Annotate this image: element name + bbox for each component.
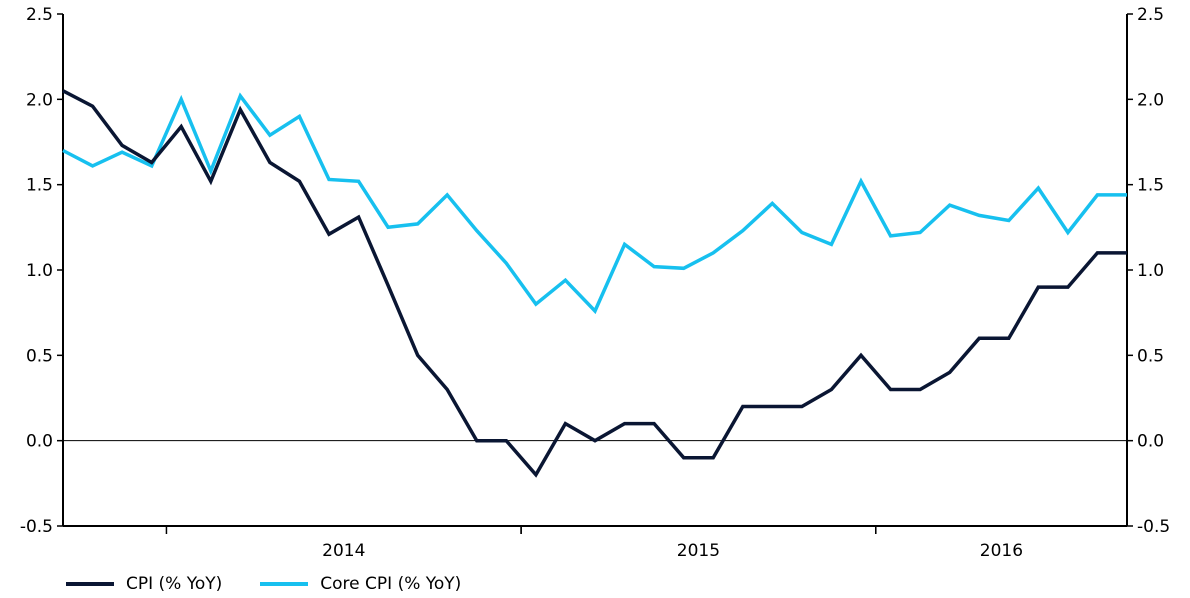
legend-label-cpi: CPI (% YoY) <box>126 574 223 594</box>
line-chart: -0.5 -0.5 0.0 0.0 0.5 0.5 1.0 1.0 1.5 1.5 2.0 2.0 2.… <box>20 5 1170 561</box>
y-tick-label-left: 0.0 <box>26 432 53 452</box>
legend-label-core-cpi: Core CPI (% YoY) <box>320 574 462 594</box>
y-tick-label-right: 2.5 <box>1137 5 1164 25</box>
series-line-core-cpi <box>62 92 1127 315</box>
y-tick-label-right: 0.5 <box>1137 346 1164 366</box>
chart-series <box>62 89 1127 478</box>
y-tick-label-left: 1.5 <box>26 176 53 196</box>
legend-item-core-cpi: Core CPI (% YoY) <box>260 574 461 594</box>
y-tick-label-left: 2.0 <box>26 90 53 110</box>
chart-ticks: -0.5 -0.5 0.0 0.0 0.5 0.5 1.0 1.0 1.5 1.5 2.0 2.0 2.… <box>20 5 1170 561</box>
y-tick-label-right: 0.0 <box>1137 432 1164 452</box>
legend-swatch-cpi <box>66 582 114 586</box>
y-tick-label-left: -0.5 <box>20 517 53 537</box>
legend-item-cpi: CPI (% YoY) <box>66 574 222 594</box>
y-tick-label-right: 2.0 <box>1137 90 1164 110</box>
series-line-cpi <box>62 89 1127 478</box>
x-tick-label: 2016 <box>980 541 1023 561</box>
y-tick-label-left: 1.0 <box>26 261 53 281</box>
y-tick-label-right: 1.0 <box>1137 261 1164 281</box>
chart-axes <box>62 14 1128 527</box>
y-tick-label-left: 0.5 <box>26 346 53 366</box>
legend-swatch-core-cpi <box>260 582 309 586</box>
x-tick-label: 2014 <box>322 541 365 561</box>
y-tick-label-left: 2.5 <box>26 5 53 25</box>
x-tick-label: 2015 <box>677 541 720 561</box>
y-tick-label-right: -0.5 <box>1137 517 1170 537</box>
y-tick-label-right: 1.5 <box>1137 176 1164 196</box>
legend: CPI (% YoY) Core CPI (% YoY) <box>66 572 499 596</box>
